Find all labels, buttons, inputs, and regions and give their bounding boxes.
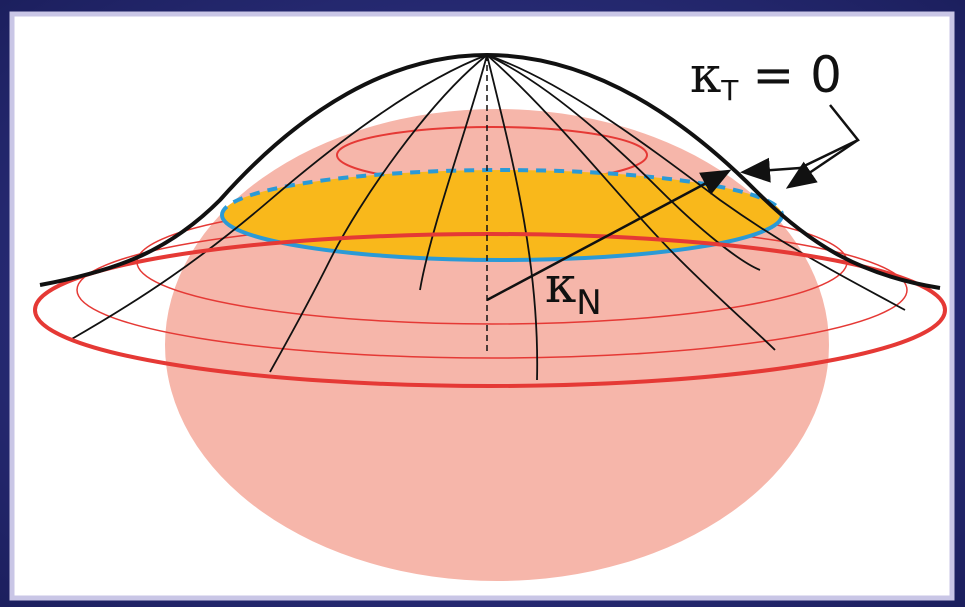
normal-arrow: [486, 169, 732, 302]
outer-ring: [33, 232, 947, 388]
symbol: κ: [690, 46, 721, 104]
pointer-arrow: [785, 138, 859, 189]
meridians: [69, 54, 906, 381]
equation: = 0: [752, 46, 842, 104]
subscript: T: [720, 74, 739, 107]
kappa-n-label: κN: [545, 256, 602, 323]
subscript: N: [576, 283, 601, 323]
contact-line: [220, 214, 784, 262]
symbol: κ: [545, 256, 576, 314]
contact-line-back: [220, 168, 784, 216]
kappa-t-label: κT = 0: [690, 46, 842, 107]
